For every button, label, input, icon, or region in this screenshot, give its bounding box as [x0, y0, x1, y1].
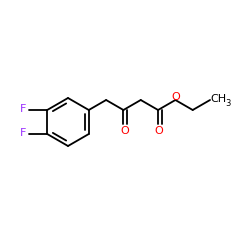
- Text: F: F: [20, 128, 26, 138]
- Text: O: O: [120, 126, 129, 136]
- Text: 3: 3: [225, 98, 231, 108]
- Text: O: O: [155, 126, 164, 136]
- Text: O: O: [171, 92, 180, 102]
- Text: F: F: [20, 104, 26, 114]
- Text: CH: CH: [210, 94, 226, 104]
